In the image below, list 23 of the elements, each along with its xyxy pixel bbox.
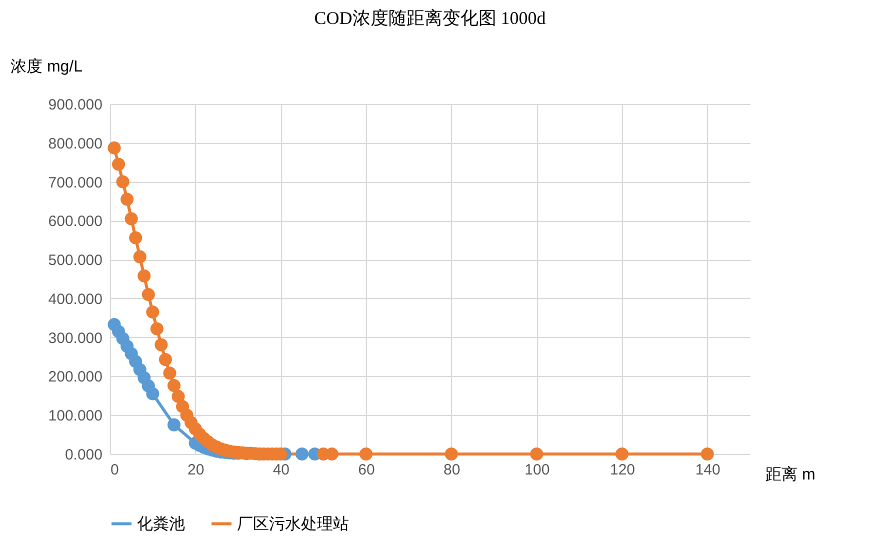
y-tick-label: 300.000 (48, 330, 102, 347)
x-tick-label: 80 (443, 462, 460, 478)
y-tick-label: 900.000 (48, 96, 102, 114)
legend-label: 厂区污水处理站 (237, 514, 349, 533)
x-tick-label: 40 (272, 462, 290, 478)
chart-title: COD浓度随距离变化图 1000d (314, 8, 546, 28)
x-tick-label: 120 (610, 462, 636, 478)
x-tick-label: 100 (524, 462, 550, 478)
x-tick-label: 0 (110, 462, 119, 478)
x-tick-label: 20 (187, 462, 204, 478)
x-tick-label: 140 (695, 462, 720, 478)
y-tick-label: 400.000 (48, 290, 102, 308)
y-tick-label: 200.000 (48, 368, 102, 386)
x-tick-label: 60 (358, 462, 375, 478)
y-tick-label: 500.000 (48, 252, 102, 270)
y-tick-label: 800.000 (48, 135, 102, 152)
y-tick-label: 700.000 (48, 174, 102, 192)
y-axis-title: 浓度 mg/L (10, 58, 83, 76)
y-tick-label: 0.000 (64, 446, 102, 464)
legend-label: 化粪池 (137, 514, 185, 533)
y-tick-label: 600.000 (48, 213, 102, 230)
x-axis-title: 距离 m (766, 466, 816, 484)
y-tick-label: 100.000 (48, 408, 102, 425)
